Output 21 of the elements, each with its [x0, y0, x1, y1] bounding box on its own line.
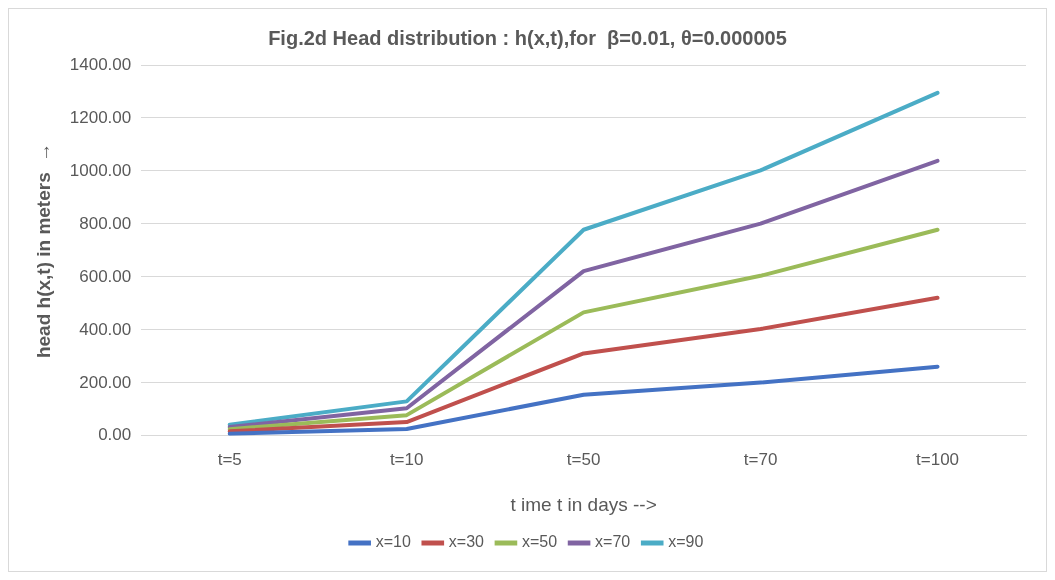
legend-label: x=10 — [375, 533, 411, 551]
x-axis-title: t ime t in days --> — [510, 493, 657, 515]
x-tick-label: t=50 — [566, 449, 601, 469]
legend-label: x=70 — [595, 533, 631, 551]
y-tick-label: 0.00 — [98, 425, 132, 445]
legend-label: x=90 — [668, 533, 704, 551]
x-tick-label: t=5 — [217, 449, 242, 469]
y-tick-label: 1200.00 — [69, 107, 132, 127]
legend-label: x=50 — [521, 533, 558, 551]
y-tick-label: 200.00 — [79, 372, 132, 392]
y-tick-label: 1400.00 — [69, 54, 132, 74]
y-tick-label: 1000.00 — [69, 160, 132, 180]
x-tick-label: t=10 — [389, 449, 424, 469]
y-tick-label: 600.00 — [79, 266, 132, 286]
x-tick-label: t=70 — [743, 449, 778, 469]
y-axis-title: head h(x,t) in meters → — [32, 142, 54, 359]
legend-label: x=30 — [448, 533, 485, 551]
chart-title: Fig.2d Head distribution : h(x,t),for β=0.01, θ=0.000005 — [268, 26, 787, 49]
y-tick-label: 800.00 — [79, 213, 132, 233]
y-tick-label: 400.00 — [79, 319, 132, 339]
x-tick-label: t=100 — [916, 449, 960, 469]
